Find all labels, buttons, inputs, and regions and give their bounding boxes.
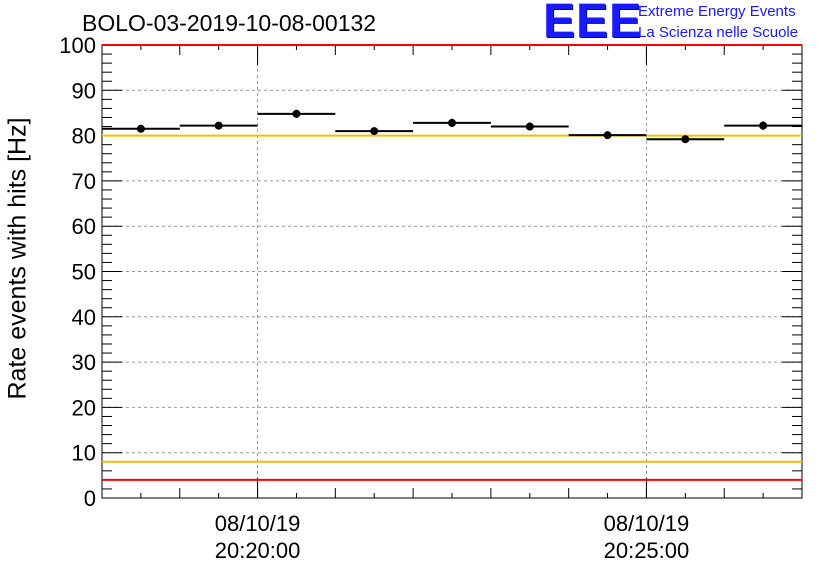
y-tick-label: 0 [84, 486, 96, 511]
data-point [448, 118, 456, 127]
data-point [681, 135, 690, 144]
data-point [214, 121, 223, 130]
data-point [603, 131, 612, 140]
y-tick-label: 20 [72, 395, 96, 420]
x-tick-label-time: 20:25:00 [604, 538, 690, 563]
y-tick-label: 50 [72, 260, 96, 285]
data-point [370, 127, 379, 136]
y-tick-label: 10 [72, 441, 96, 466]
x-tick-label-time: 20:20:00 [215, 538, 301, 563]
data-point [292, 109, 301, 118]
data-point [525, 122, 534, 131]
y-tick-label: 90 [72, 78, 96, 103]
data-point [136, 124, 145, 133]
y-tick-label: 80 [72, 124, 96, 149]
y-tick-label: 30 [72, 350, 96, 375]
y-tick-label: 70 [72, 169, 96, 194]
x-tick-label-date: 08/10/19 [215, 511, 301, 536]
data-point [759, 121, 768, 130]
y-tick-label: 100 [59, 33, 96, 58]
eee-logo-line1: Extreme Energy Events [638, 3, 796, 20]
eee-logo: EEE Extreme Energy Events La Scienza nel… [543, 0, 833, 48]
chart-title: BOLO-03-2019-10-08-00132 [82, 10, 377, 36]
y-tick-label: 60 [72, 214, 96, 239]
x-tick-label-date: 08/10/19 [604, 511, 690, 536]
eee-logo-line2: La Scienza nelle Scuole [638, 24, 799, 41]
y-tick-label: 40 [72, 305, 96, 330]
eee-logo-letters: EEE [543, 0, 643, 48]
